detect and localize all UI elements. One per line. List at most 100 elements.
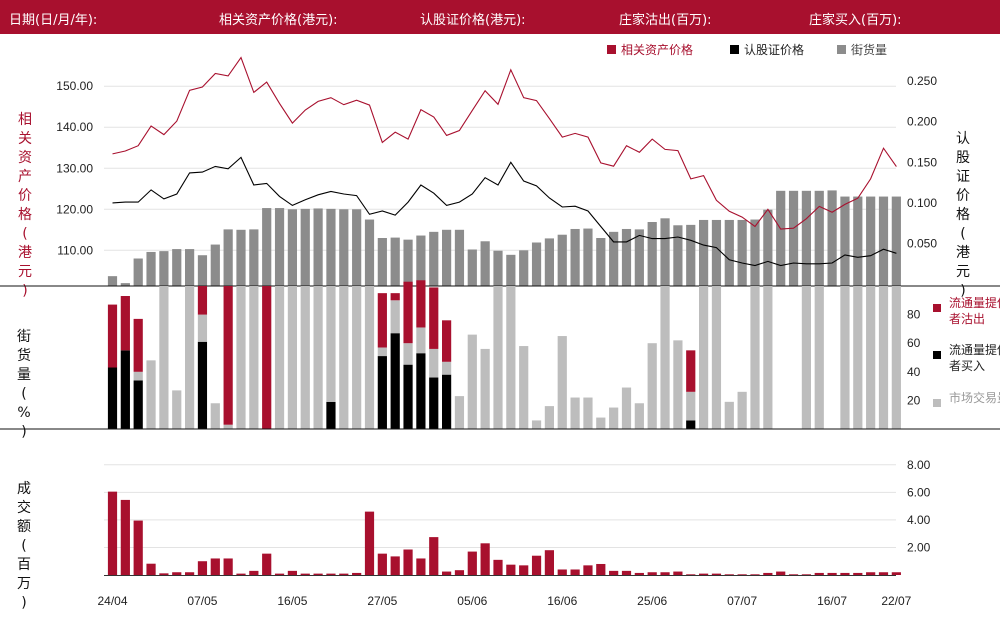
outstanding-bar bbox=[287, 209, 297, 286]
turnover-bar bbox=[442, 571, 452, 575]
outstanding-bar bbox=[699, 219, 709, 286]
market-volume-bar bbox=[416, 327, 426, 354]
axis-title-char: 额 bbox=[17, 519, 31, 535]
axis-title-char: 格 bbox=[956, 207, 970, 223]
outstanding-bar bbox=[326, 208, 336, 286]
outstanding-bar bbox=[763, 209, 773, 286]
market-volume-bar bbox=[249, 286, 259, 429]
turnover-bar bbox=[120, 499, 130, 575]
turnover-bar bbox=[352, 572, 362, 575]
market-volume-bar bbox=[840, 286, 850, 429]
legend-swatch bbox=[933, 399, 941, 407]
turnover-bar bbox=[159, 573, 169, 575]
outstanding-bar bbox=[596, 238, 606, 286]
market-volume-bar bbox=[442, 361, 452, 375]
y-tick-label: 40 bbox=[907, 365, 921, 379]
market-volume-bar bbox=[647, 343, 657, 429]
outstanding-bar bbox=[300, 208, 310, 286]
turnover-bar bbox=[840, 572, 850, 575]
outstanding-bar bbox=[313, 208, 323, 286]
turnover-bar bbox=[300, 573, 310, 575]
market-maker-sell-bar bbox=[197, 286, 208, 315]
turnover-bar bbox=[416, 558, 426, 575]
market-volume-bar bbox=[570, 397, 580, 429]
y-tick-label: 6.00 bbox=[907, 485, 931, 499]
turnover-bar bbox=[197, 561, 208, 575]
turnover-bar bbox=[506, 564, 516, 575]
y-tick-label: 20 bbox=[907, 393, 921, 407]
market-volume-bar bbox=[853, 286, 863, 429]
turnover-bar bbox=[711, 573, 722, 575]
outstanding-bar bbox=[107, 276, 118, 286]
axis-title-char: 元 bbox=[18, 264, 32, 280]
y-tick-label: 4.00 bbox=[907, 513, 931, 527]
axis-title-char: 相 bbox=[18, 112, 32, 128]
y-right-tick-label: 0.250 bbox=[907, 74, 937, 88]
axis-title-char: ) bbox=[960, 283, 965, 299]
legend-label: 认股证价格 bbox=[744, 42, 804, 57]
axis-title-char: ( bbox=[22, 226, 27, 242]
market-maker-sell-bar bbox=[120, 296, 130, 351]
axis-title-char: 成 bbox=[17, 481, 31, 497]
legend-label: 相关资产价格 bbox=[621, 42, 693, 57]
turnover-bar bbox=[429, 537, 439, 575]
market-volume-bar bbox=[544, 406, 554, 429]
turnover-bar bbox=[583, 565, 593, 575]
market-volume-bar bbox=[699, 286, 709, 429]
turnover-bar bbox=[480, 543, 490, 575]
market-maker-sell-bar bbox=[133, 318, 143, 372]
outstanding-bar bbox=[737, 219, 747, 286]
market-maker-buy-bar bbox=[377, 356, 387, 429]
market-maker-sell-bar bbox=[223, 286, 233, 425]
turnover-bar bbox=[519, 565, 529, 575]
outstanding-bar bbox=[531, 242, 542, 286]
axis-title-char: 关 bbox=[18, 131, 32, 147]
outstanding-bar bbox=[750, 219, 760, 286]
outstanding-bar bbox=[236, 229, 246, 286]
market-volume-bar bbox=[519, 346, 529, 429]
market-volume-bar bbox=[763, 286, 773, 429]
outstanding-bar bbox=[711, 219, 722, 286]
axis-title-char: ( bbox=[21, 538, 26, 554]
market-volume-bar bbox=[801, 286, 811, 429]
turnover-bar bbox=[737, 574, 747, 575]
market-volume-bar bbox=[159, 286, 169, 429]
turnover-bar bbox=[133, 520, 143, 575]
outstanding-bar bbox=[133, 258, 143, 286]
market-maker-buy-bar bbox=[416, 353, 426, 429]
market-maker-buy-bar bbox=[429, 377, 439, 429]
turnover-bar bbox=[853, 572, 863, 575]
axis-title-char: 百 bbox=[17, 557, 31, 573]
market-volume-bar bbox=[557, 336, 567, 429]
outstanding-bar bbox=[197, 255, 208, 286]
outstanding-bar bbox=[364, 219, 375, 286]
outstanding-bar bbox=[647, 222, 657, 286]
legend-swatch bbox=[933, 304, 941, 312]
market-volume-bar bbox=[146, 360, 156, 429]
outstanding-bar bbox=[249, 229, 259, 286]
turnover-bar bbox=[814, 572, 824, 575]
header-bar: 日期(日/月/年): 相关资产价格(港元): 认股证价格(港元): 庄家沽出(百… bbox=[0, 0, 1000, 34]
market-volume-bar bbox=[814, 286, 824, 429]
outstanding-bar bbox=[390, 237, 400, 286]
outstanding-bar bbox=[557, 234, 567, 286]
market-volume-bar bbox=[609, 407, 619, 429]
market-volume-bar bbox=[352, 286, 362, 429]
legend-swatch bbox=[730, 45, 739, 54]
axis-title-char: 认 bbox=[956, 131, 970, 147]
market-maker-buy-bar bbox=[403, 364, 413, 429]
market-volume-bar bbox=[634, 403, 644, 429]
y-axis-title-pct: 街货量 (%) bbox=[17, 329, 31, 440]
axis-title-char: 万 bbox=[17, 576, 31, 592]
outstanding-bar bbox=[673, 225, 683, 286]
turnover-bar bbox=[788, 574, 799, 575]
turnover-bar bbox=[596, 563, 606, 575]
axis-title-char: 元 bbox=[956, 264, 970, 280]
turnover-bar bbox=[339, 573, 349, 575]
market-volume-bar bbox=[364, 286, 375, 429]
market-maker-buy-bar bbox=[133, 380, 143, 429]
market-volume-bar bbox=[172, 390, 182, 429]
turnover-bar bbox=[287, 570, 297, 575]
turnover-bar bbox=[776, 571, 786, 575]
